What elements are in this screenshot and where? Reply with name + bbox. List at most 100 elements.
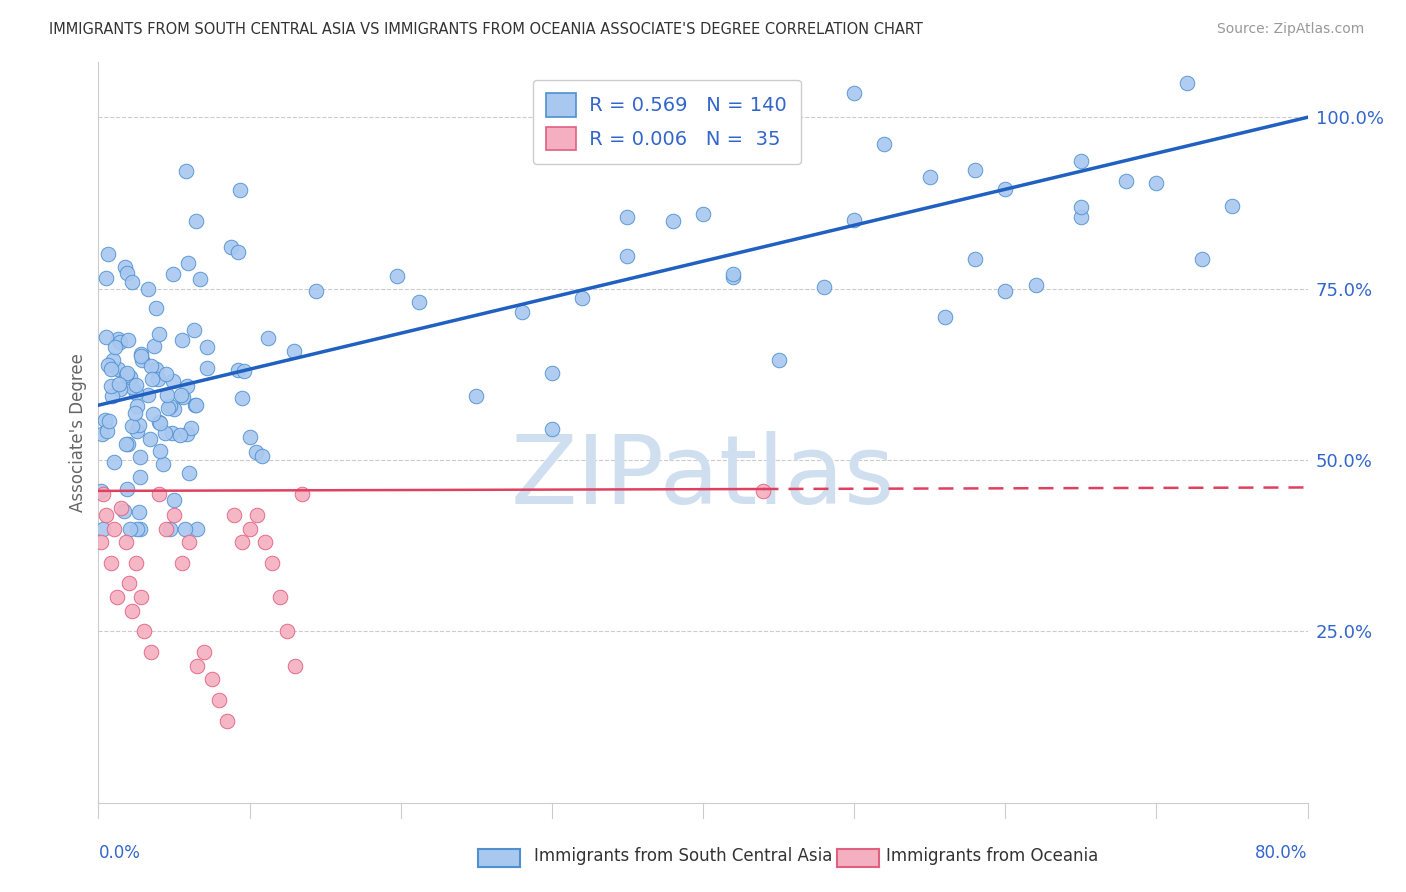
Point <box>305 284 328 298</box>
Point <box>844 86 866 100</box>
Point <box>121 380 143 394</box>
Point <box>107 362 129 376</box>
Point <box>100 379 122 393</box>
Point <box>873 137 896 152</box>
Point <box>179 535 201 549</box>
Point <box>114 260 136 274</box>
Point <box>177 466 200 480</box>
Point <box>184 398 207 412</box>
Point <box>128 505 150 519</box>
Point <box>177 256 200 270</box>
Point <box>156 388 179 402</box>
Point <box>965 162 987 177</box>
Point <box>139 359 162 373</box>
Point <box>115 482 138 496</box>
Point <box>1070 154 1092 169</box>
Point <box>246 508 269 522</box>
Point <box>149 444 172 458</box>
Point <box>163 402 186 417</box>
Point <box>162 374 184 388</box>
Point <box>184 398 207 412</box>
Legend:  R = 0.569   N = 140,  R = 0.006   N =  35: R = 0.569 N = 140, R = 0.006 N = 35 <box>533 79 800 164</box>
Point <box>148 487 170 501</box>
Point <box>256 331 278 345</box>
Point <box>136 388 159 402</box>
Point <box>117 436 139 450</box>
Point <box>465 389 488 403</box>
Point <box>98 414 121 428</box>
Point <box>510 304 533 318</box>
Point <box>108 382 131 396</box>
Point <box>768 352 790 367</box>
Point <box>159 522 181 536</box>
Point <box>723 268 745 282</box>
Point <box>176 379 198 393</box>
Point <box>934 310 956 324</box>
Point <box>1144 176 1167 190</box>
Point <box>170 333 193 347</box>
Point <box>1191 252 1213 267</box>
Point <box>120 522 142 536</box>
Point <box>132 624 155 639</box>
Point <box>813 280 835 294</box>
Point <box>253 535 276 549</box>
Point <box>120 369 142 384</box>
Point <box>752 483 775 498</box>
Point <box>142 339 165 353</box>
Point <box>540 422 562 436</box>
Point <box>107 332 129 346</box>
Point <box>195 340 218 354</box>
Point <box>136 282 159 296</box>
Point <box>145 361 167 376</box>
Point <box>117 266 139 280</box>
Point <box>110 501 132 516</box>
Point <box>385 268 408 283</box>
Point <box>170 556 193 570</box>
Point <box>233 364 256 378</box>
Point <box>173 522 195 536</box>
Text: Immigrants from South Central Asia: Immigrants from South Central Asia <box>534 847 832 865</box>
Point <box>90 483 112 498</box>
Point <box>1115 174 1137 188</box>
Point <box>91 522 114 536</box>
Point <box>90 426 112 441</box>
Point <box>157 401 180 416</box>
Point <box>918 169 941 184</box>
Point <box>131 352 153 367</box>
Point <box>129 349 152 363</box>
Point <box>188 272 211 286</box>
Point <box>162 267 184 281</box>
Point <box>94 271 117 285</box>
Point <box>994 182 1017 196</box>
Point <box>208 693 231 707</box>
Point <box>148 416 170 430</box>
Point <box>129 590 152 604</box>
Point <box>186 658 208 673</box>
Point <box>176 427 198 442</box>
Point <box>121 604 143 618</box>
Point <box>145 301 167 316</box>
Point <box>105 590 128 604</box>
Point <box>153 425 176 440</box>
Point <box>723 269 745 284</box>
Point <box>965 252 987 266</box>
Point <box>245 444 267 458</box>
Point <box>142 408 165 422</box>
Point <box>129 470 152 484</box>
Point <box>616 249 638 263</box>
Point <box>100 556 122 570</box>
Point <box>571 291 593 305</box>
Point <box>117 334 139 348</box>
Y-axis label: Associate's Degree: Associate's Degree <box>69 353 87 512</box>
Point <box>1024 278 1046 293</box>
Point <box>215 714 238 728</box>
Point <box>186 522 208 536</box>
Point <box>269 590 291 604</box>
Text: 0.0%: 0.0% <box>98 844 141 862</box>
Point <box>104 340 127 354</box>
Point <box>118 576 141 591</box>
Point <box>125 386 148 401</box>
Point <box>125 556 148 570</box>
Point <box>146 372 169 386</box>
Point <box>155 522 177 536</box>
